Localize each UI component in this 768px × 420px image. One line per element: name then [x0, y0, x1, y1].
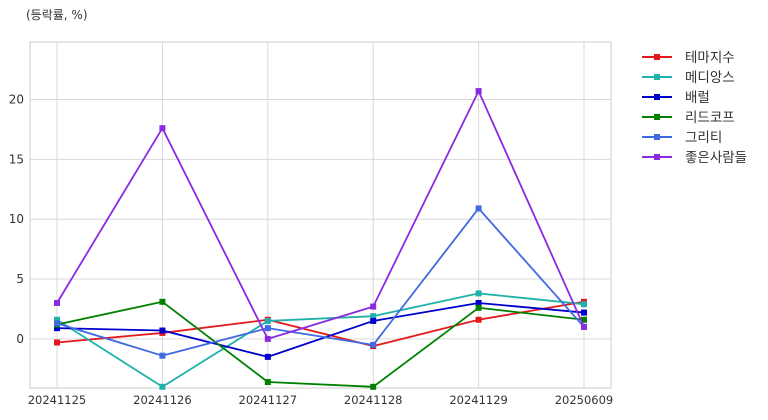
legend-swatch-marker — [654, 134, 660, 140]
data-point — [159, 383, 166, 390]
y-tick-label: 15 — [9, 152, 24, 166]
series-line — [56, 90, 585, 340]
legend-swatch-marker — [654, 74, 660, 80]
data-point — [264, 335, 271, 342]
data-point — [264, 353, 271, 360]
series-line — [56, 300, 585, 388]
data-point — [475, 290, 482, 297]
x-axis: 20241125 20241126 20241127 20241128 20241129… — [28, 393, 614, 407]
series-line — [56, 300, 585, 347]
x-tick-label: 20241129 — [449, 393, 508, 407]
legend-label: 좋은사람들 — [685, 150, 747, 166]
legend-item: 배럴 — [642, 90, 710, 106]
data-point — [370, 317, 377, 324]
y-tick-label: 5 — [16, 272, 24, 286]
legend-label: 배럴 — [685, 90, 710, 106]
x-tick-label: 20241126 — [133, 393, 192, 407]
data-point — [475, 299, 482, 306]
data-point — [159, 298, 166, 305]
legend-label: 메디앙스 — [685, 70, 735, 86]
legend-swatch-marker — [654, 94, 660, 100]
x-tick-label: 20241128 — [344, 393, 403, 407]
y-axis-label: (등락률, %) — [26, 8, 88, 22]
legend-label: 그리티 — [685, 130, 722, 146]
series-group — [54, 88, 587, 390]
series-6 — [54, 88, 587, 342]
data-point — [264, 379, 271, 386]
series-line — [56, 207, 585, 357]
data-point — [581, 309, 587, 316]
y-tick-label: 20 — [9, 92, 24, 106]
data-point — [581, 301, 587, 308]
data-point — [370, 341, 377, 348]
data-point — [159, 352, 166, 359]
data-point — [581, 323, 587, 330]
legend-label: 리드코프 — [685, 110, 735, 126]
data-point — [54, 339, 60, 346]
data-point — [475, 88, 482, 95]
data-point — [264, 317, 271, 324]
x-tick-label: 20250609 — [555, 393, 614, 407]
data-point — [264, 325, 271, 332]
legend-swatch-marker — [654, 54, 660, 60]
data-point — [475, 304, 482, 311]
legend-item: 메디앙스 — [642, 70, 735, 86]
legend-label: 테마지수 — [685, 50, 735, 66]
legend-swatch-marker — [654, 114, 660, 120]
data-point — [159, 327, 166, 334]
y-tick-label: 0 — [16, 332, 24, 346]
legend-item: 좋은사람들 — [642, 150, 747, 166]
data-point — [159, 125, 166, 132]
data-point — [370, 303, 377, 310]
data-point — [475, 316, 482, 323]
data-point — [475, 205, 482, 212]
series-3 — [54, 299, 587, 360]
data-point — [54, 325, 60, 332]
x-tick-label: 20241125 — [28, 393, 87, 407]
data-point — [54, 299, 60, 306]
data-point — [581, 316, 587, 323]
legend-item: 테마지수 — [642, 50, 735, 66]
series-line — [56, 302, 585, 358]
y-tick-label: 10 — [9, 212, 24, 226]
y-axis: 0 5 10 15 20 — [9, 92, 24, 345]
x-tick-label: 20241127 — [239, 393, 298, 407]
series-2 — [54, 290, 587, 390]
legend-item: 리드코프 — [642, 110, 735, 126]
data-point — [54, 320, 60, 327]
legend-swatch-marker — [654, 154, 660, 160]
data-point — [370, 313, 377, 320]
data-point — [54, 316, 60, 323]
series-line — [56, 292, 585, 388]
legend-item: 그리티 — [642, 130, 722, 146]
data-point — [370, 383, 377, 390]
